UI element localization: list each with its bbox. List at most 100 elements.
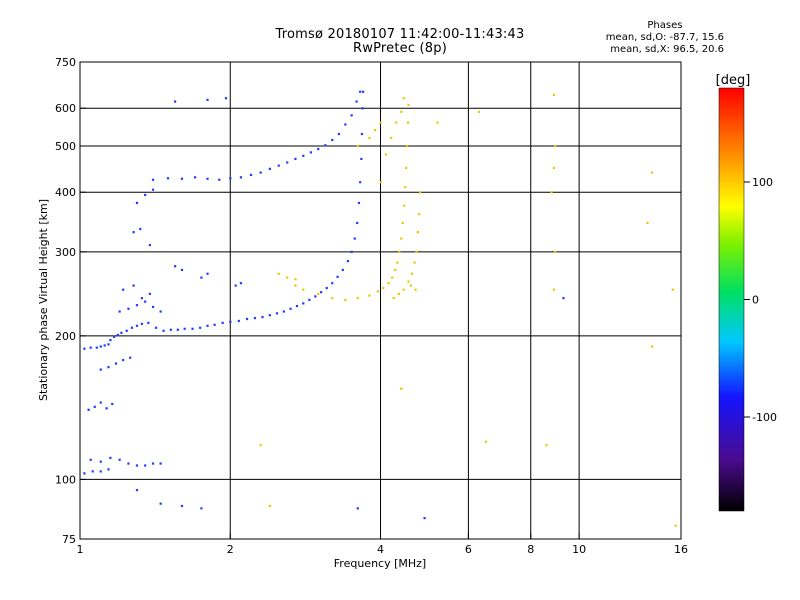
data-point: [140, 297, 144, 300]
data-point: [139, 227, 142, 231]
data-point: [387, 282, 390, 285]
data-point: [151, 188, 155, 191]
data-point: [390, 136, 393, 140]
data-point: [99, 470, 102, 473]
data-point: [200, 276, 203, 279]
data-point: [552, 166, 556, 170]
data-point: [107, 366, 110, 369]
data-point: [99, 401, 102, 404]
data-point: [89, 458, 92, 461]
y-tick-label: 300: [55, 246, 76, 259]
data-point: [113, 335, 116, 339]
data-point: [116, 333, 119, 336]
data-point: [379, 181, 382, 184]
data-point: [109, 456, 112, 459]
phase-stats-x: mean, sd,X: 96.5, 20.6: [610, 44, 724, 55]
data-point: [356, 144, 359, 148]
y-tick-label: 75: [62, 533, 76, 546]
data-point: [183, 327, 186, 330]
data-point: [436, 121, 439, 124]
data-point: [331, 282, 334, 285]
data-point: [674, 524, 677, 527]
data-point: [286, 276, 289, 279]
data-point: [107, 343, 110, 346]
data-point: [554, 144, 557, 148]
data-point: [325, 286, 328, 290]
colorbar: [deg] 100 0 -100: [716, 73, 777, 512]
data-point: [127, 307, 130, 310]
data-point: [109, 338, 112, 342]
data-point: [414, 288, 417, 291]
data-point: [401, 221, 404, 225]
data-point: [317, 147, 320, 151]
data-point: [259, 444, 262, 447]
data-point: [135, 489, 139, 492]
data-point: [302, 288, 305, 291]
data-point: [392, 297, 395, 300]
data-point: [407, 103, 410, 107]
data-point: [140, 322, 144, 325]
x-tick-label: 6: [465, 543, 472, 556]
data-point: [400, 387, 403, 390]
data-point: [122, 358, 125, 362]
data-point: [148, 244, 152, 247]
axes: 1 2 4 6 8 10 16 75 100 200 300 400 500 600 750: [55, 56, 688, 556]
data-point: [331, 138, 334, 142]
y-tick-label: 100: [55, 473, 76, 486]
data-point: [406, 121, 410, 124]
data-point: [166, 177, 170, 180]
data-point: [379, 121, 382, 124]
data-point: [206, 324, 209, 327]
data-point: [206, 177, 209, 180]
data-point: [410, 272, 413, 275]
data-point: [294, 278, 297, 281]
data-point: [341, 268, 344, 272]
data-point: [229, 177, 232, 180]
data-point: [398, 250, 401, 254]
data-point: [200, 507, 203, 510]
data-point: [83, 347, 86, 350]
data-point: [545, 444, 548, 447]
data-point: [286, 161, 289, 164]
data-point: [135, 324, 139, 327]
data-point: [362, 90, 365, 93]
data-point: [376, 290, 379, 293]
data-point: [403, 204, 406, 207]
y-tick-label: 200: [55, 330, 76, 343]
x-tick-label: 8: [527, 543, 534, 556]
data-point: [176, 328, 179, 331]
data-point: [159, 310, 162, 313]
x-tick-label: 16: [674, 543, 688, 556]
data-point: [282, 310, 285, 313]
data-point: [229, 320, 232, 323]
data-point: [397, 292, 400, 295]
data-point: [384, 153, 388, 156]
data-point: [91, 470, 94, 473]
data-point: [89, 346, 92, 349]
data-point: [344, 123, 347, 126]
data-point: [144, 193, 147, 197]
colorbar-gradient: [718, 87, 745, 512]
data-point: [277, 272, 280, 275]
data-point: [159, 462, 162, 465]
phase-stats: Phases mean, sd,O: -87.7, 15.6 mean, sd,…: [606, 20, 724, 56]
data-point: [418, 213, 421, 216]
data-point: [671, 288, 674, 291]
data-point: [356, 507, 359, 510]
data-point: [355, 100, 358, 103]
data-point: [268, 504, 271, 508]
data-point: [302, 154, 305, 157]
data-point: [394, 268, 397, 272]
data-point: [206, 272, 209, 275]
data-point: [409, 284, 412, 287]
data-point: [419, 191, 422, 194]
colorbar-tick-label: -100: [752, 411, 777, 424]
y-tick-label: 750: [55, 56, 76, 69]
x-tick-label: 4: [377, 543, 384, 556]
data-point: [99, 460, 102, 463]
data-point: [356, 297, 359, 300]
data-point: [213, 323, 216, 326]
data-point: [159, 502, 162, 505]
x-tick-label: 10: [572, 543, 586, 556]
data-point: [180, 268, 184, 272]
